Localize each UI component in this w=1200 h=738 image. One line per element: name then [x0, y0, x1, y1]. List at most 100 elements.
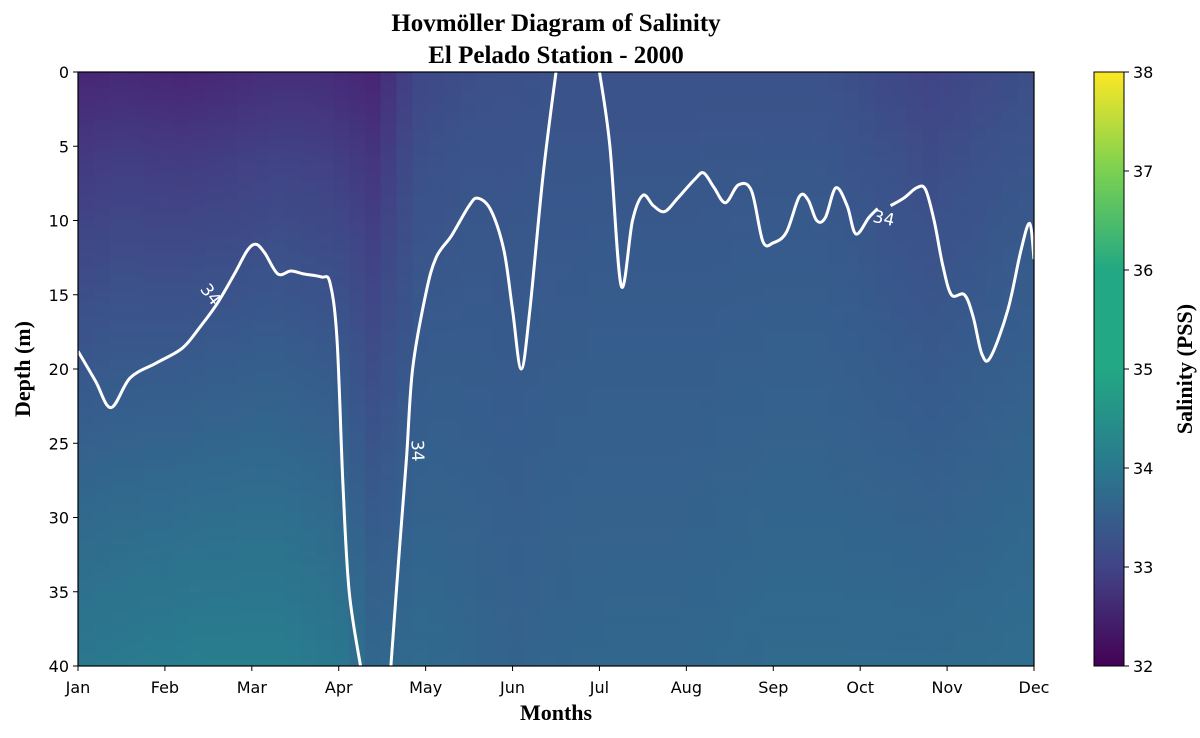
heatmap-column — [731, 72, 748, 666]
colorbar-ticks: 32 33 34 35 36 37 38 — [1124, 63, 1153, 676]
heatmap-column — [364, 72, 382, 666]
heatmap-column — [508, 72, 525, 666]
heatmap-column — [221, 72, 239, 666]
contour-label: 34 — [871, 207, 896, 231]
colorbar-tick-label: 38 — [1133, 63, 1153, 82]
heatmap-column — [444, 72, 462, 666]
heatmap-column — [348, 72, 366, 666]
chart-subtitle: El Pelado Station - 2000 — [428, 42, 684, 69]
x-tick-label: May — [409, 678, 442, 697]
heatmap-column — [556, 72, 573, 666]
heatmap-column — [141, 72, 159, 666]
colorbar-tick-label: 33 — [1133, 558, 1153, 577]
heatmap-column — [157, 72, 175, 666]
heatmap-column — [285, 72, 302, 666]
heatmap-column — [874, 72, 892, 666]
heatmap-column — [1002, 72, 1019, 666]
contour-label: 34 — [407, 440, 428, 462]
x-tick-label: Nov — [931, 678, 962, 697]
x-tick-label: Feb — [151, 678, 179, 697]
heatmap-column — [826, 72, 844, 666]
heatmap-column — [173, 72, 191, 666]
heatmap-column — [301, 72, 318, 666]
y-tick-label: 15 — [49, 286, 69, 305]
y-axis-label: Depth (m) — [10, 321, 35, 417]
heatmap-column — [795, 72, 812, 666]
heatmap-column — [779, 72, 796, 666]
heatmap-column — [858, 72, 876, 666]
heatmap-column — [810, 72, 828, 666]
heatmap-column — [970, 72, 987, 666]
heatmap-column — [380, 72, 398, 666]
colorbar-tick-label: 36 — [1133, 261, 1153, 280]
heatmap-column — [189, 72, 207, 666]
heatmap-column — [715, 72, 733, 666]
heatmap-column — [237, 72, 255, 666]
heatmap-column — [412, 72, 430, 666]
colorbar — [1093, 71, 1125, 667]
y-tick-label: 40 — [49, 657, 69, 676]
y-tick-label: 10 — [49, 212, 69, 231]
x-tick-label: Aug — [671, 678, 702, 697]
heatmap-column — [524, 72, 541, 666]
x-tick-label: Mar — [237, 678, 268, 697]
heatmap-column — [205, 72, 223, 666]
colorbar-tick-label: 37 — [1133, 162, 1153, 181]
heatmap-column — [938, 72, 956, 666]
heatmap-column — [428, 72, 446, 666]
y-tick-label: 5 — [59, 137, 69, 156]
colorbar-tick-label: 32 — [1133, 657, 1153, 676]
y-tick-label: 20 — [49, 360, 69, 379]
heatmap-column — [699, 72, 717, 666]
heatmap-column — [747, 72, 764, 666]
x-tick-label: Jul — [589, 678, 609, 697]
heatmap-column — [906, 72, 924, 666]
heatmap-column — [78, 72, 95, 666]
heatmap-column — [571, 72, 589, 666]
y-tick-label: 25 — [49, 434, 69, 453]
x-tick-label: Oct — [846, 678, 874, 697]
salinity-heatmap — [78, 72, 1034, 666]
colorbar-label: Salinity (PSS) — [1172, 304, 1197, 434]
heatmap-column — [460, 72, 478, 666]
heatmap-column — [125, 72, 143, 666]
heatmap-column — [1018, 72, 1034, 666]
x-axis-ticks: Jan Feb Mar Apr May Jun Jul Aug Sep Oct Nov Dec — [65, 666, 1050, 697]
heatmap-column — [619, 72, 637, 666]
heatmap-column — [396, 72, 414, 666]
x-tick-label: Jan — [65, 678, 91, 697]
heatmap-column — [317, 72, 334, 666]
heatmap-column — [269, 72, 286, 666]
colorbar-tick-label: 34 — [1133, 459, 1153, 478]
heatmap-column — [587, 72, 605, 666]
y-tick-label: 0 — [59, 63, 69, 82]
heatmap-column — [476, 72, 494, 666]
heatmap-column — [651, 72, 669, 666]
heatmap-column — [683, 72, 701, 666]
heatmap-column — [540, 72, 557, 666]
x-tick-label: Sep — [758, 678, 788, 697]
heatmap-column — [492, 72, 509, 666]
heatmap-column — [890, 72, 908, 666]
heatmap-column — [635, 72, 653, 666]
x-tick-label: Jun — [499, 678, 525, 697]
heatmap-column — [922, 72, 940, 666]
heatmap-column — [253, 72, 270, 666]
heatmap-column — [667, 72, 685, 666]
heatmap-column — [93, 72, 111, 666]
chart-title: Hovmöller Diagram of Salinity — [391, 10, 721, 37]
contour-line — [78, 242, 362, 666]
y-axis-ticks: 0 5 10 15 20 25 30 35 40 — [49, 63, 78, 676]
heatmap-column — [109, 72, 127, 666]
x-tick-label: Dec — [1019, 678, 1050, 697]
x-tick-label: Apr — [325, 678, 353, 697]
contour-line — [889, 184, 1034, 363]
x-axis-label: Months — [520, 700, 593, 725]
colorbar-tick-label: 35 — [1133, 360, 1153, 379]
heatmap-column — [986, 72, 1003, 666]
contour-line — [598, 72, 879, 289]
heatmap-column — [954, 72, 972, 666]
y-tick-label: 30 — [49, 509, 69, 528]
heatmap-column — [763, 72, 780, 666]
